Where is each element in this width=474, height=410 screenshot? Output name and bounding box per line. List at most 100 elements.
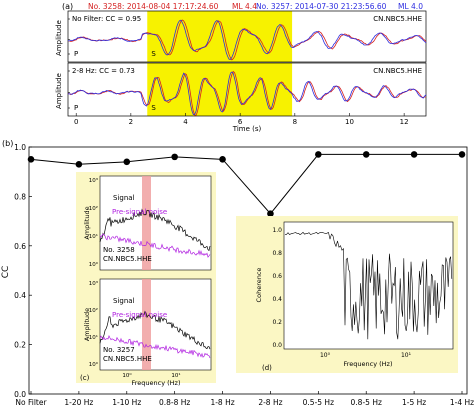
trace-label-left: No Filter: CC = 0.95 [72, 15, 141, 23]
cc-data-point [315, 151, 322, 158]
frequency-band [142, 279, 151, 370]
coherence-y-tick-label: 0.6 [272, 273, 282, 280]
coherence-y-tick-label: 0.2 [272, 319, 282, 326]
spectrum-xlabel: Frequency (Hz) [131, 379, 180, 387]
coherence-x-tick-label: 10⁰ [320, 352, 331, 359]
panel-d-label: (d) [262, 364, 272, 372]
spectrum-ylabel: Amplitude [83, 206, 91, 239]
panel-b-frame [28, 146, 468, 395]
station-label: CN.NBC5.HHE [103, 355, 152, 363]
cc-y-tick-label: 0.8 [14, 192, 26, 201]
x-tick-label: 4 [183, 118, 188, 126]
x-tick-label: 12 [400, 118, 409, 126]
trace-frame [67, 62, 427, 117]
panel-a-ylabel-top: Amplitude [55, 20, 63, 56]
x-tick-label: 8 [293, 118, 297, 126]
cc-data-point [171, 153, 178, 161]
cc-data-point [219, 156, 226, 163]
spectrum-x-tick-label: 10¹ [171, 372, 180, 379]
cc-data-point [458, 151, 466, 158]
spectrum-y-tick-label: 10³ [89, 280, 98, 287]
trace-label-right: CN.NBC5.HHE [373, 15, 422, 23]
trace-label-left: 2-8 Hz: CC = 0.73 [72, 67, 135, 75]
spectrum-y-tick-label: 10³ [89, 177, 98, 184]
coherence-curve [285, 231, 453, 340]
station-label: CN.NBC5.HHE [103, 255, 152, 263]
cc-x-tick-label: 1-8 Hz [210, 398, 234, 407]
panel-b-label: (b) [2, 139, 13, 148]
spectrum-y-tick-label: 10² [89, 205, 98, 212]
noise-spectrum [99, 233, 211, 258]
coherence-y-tick-label: 1.0 [272, 227, 282, 234]
cc-x-tick-label: 0.8-8 Hz [159, 398, 190, 407]
x-tick-label: 2 [129, 118, 133, 126]
cc-y-tick-label: 0.0 [14, 390, 26, 399]
coherence-ylabel: Coherence [255, 268, 263, 303]
trace-label-right: CN.NBC5.HHE [373, 67, 422, 75]
phase-s-label: S [151, 104, 156, 112]
cc-data-point [410, 151, 418, 158]
panel-b-ylabel: CC [1, 266, 11, 279]
cc-x-tick-label: No Filter [15, 398, 47, 407]
signal-spectrum [99, 310, 211, 350]
cc-x-tick-label: 2-8 Hz [258, 398, 282, 407]
x-tick-label: 6 [238, 118, 243, 126]
legend-red: No. 3258: 2014-08-04 17:17:24.60 [88, 2, 219, 11]
noise-spectrum [99, 334, 211, 359]
cc-x-tick-label: 0.8-5 Hz [351, 398, 382, 407]
spectrum-y-tick-label: 10¹ [89, 334, 98, 341]
legend-blue: No. 3257: 2014-07-30 21:23:56.60 [256, 2, 387, 11]
x-tick-label: 0 [74, 118, 78, 126]
cc-x-tick-label: 1-10 Hz [112, 398, 141, 407]
panel-a-waveforms: No Filter: CC = 0.95 CN.NBC5.HHE P S 2-8 Hz:… [67, 10, 427, 126]
cc-x-tick-label: 0.5-5 Hz [303, 398, 334, 407]
noise-label: Pre-signal noise [112, 208, 167, 216]
frequency-band [142, 176, 151, 270]
legend-red-mag: ML 4.4 [232, 2, 257, 11]
cc-x-tick-label: 1-4 Hz [450, 398, 474, 407]
signal-label: Signal [113, 194, 135, 202]
blue-waveform [68, 71, 427, 116]
panel-a-label: (a) [62, 2, 73, 11]
coherence-y-tick-label: 0.0 [272, 342, 282, 349]
phase-p-label: P [74, 50, 78, 58]
cc-y-tick-label: 1.0 [14, 143, 26, 152]
signal-spectrum [99, 208, 211, 252]
event-number: No. 3258 [103, 246, 135, 254]
trace-frame [67, 10, 427, 63]
panel-a-xlabel: Time (s) [232, 125, 262, 133]
cc-series-line [30, 153, 462, 215]
cc-data-point [27, 156, 35, 163]
coherence-y-tick-label: 0.4 [272, 296, 282, 303]
blue-waveform [67, 19, 427, 60]
spectrum-y-tick-label: 10⁰ [89, 361, 99, 368]
cc-x-tick-label: 1-20 Hz [64, 398, 93, 407]
coherence-xlabel: Frequency (Hz) [343, 360, 392, 368]
cc-y-tick-label: 0.4 [14, 291, 26, 300]
cc-data-point [362, 151, 370, 158]
event-number: No. 3257 [103, 346, 135, 354]
coherence-y-tick-label: 0.8 [272, 250, 282, 257]
spectrum-y-tick-label: 10¹ [89, 233, 98, 240]
panel-d-coherence: 0.0 0.2 0.4 0.6 0.8 1.0 Coherence 10⁰ 10¹ Frequen… [255, 221, 454, 368]
cc-data-point [123, 158, 131, 166]
spectrum-y-tick-label: 10⁰ [89, 261, 99, 268]
legend-blue-mag: ML 4.0 [398, 2, 423, 11]
red-waveform [67, 19, 427, 61]
cc-data-point [75, 160, 83, 168]
signal-label: Signal [113, 297, 135, 305]
spectrum-x-tick-label: 10⁰ [122, 372, 132, 379]
spectrum-y-tick-label: 10² [89, 307, 98, 314]
coherence-x-tick-label: 10¹ [401, 352, 412, 359]
x-tick-label: 10 [345, 118, 354, 126]
panel-c-label: (c) [80, 374, 90, 382]
spectrum-ylabel: Amplitude [83, 308, 91, 341]
cc-line-chart: 0.0 0.2 0.4 0.6 0.8 1.0 No Filter 1-20 Hz 1-10 H… [14, 143, 474, 407]
cc-x-tick-label: 1-5 Hz [402, 398, 426, 407]
panel-a-ylabel-bottom: Amplitude [55, 73, 63, 109]
cc-y-tick-label: 0.6 [14, 242, 26, 251]
noise-label: Pre-signal noise [112, 311, 167, 319]
cc-y-tick-label: 0.2 [14, 341, 26, 350]
